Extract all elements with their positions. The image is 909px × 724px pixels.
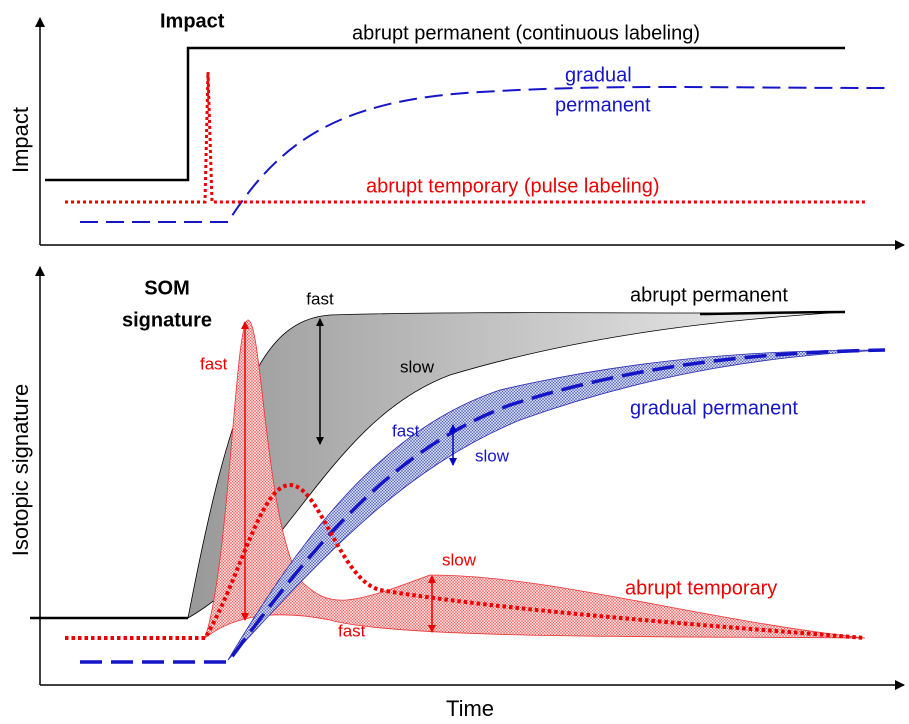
- label: abrupt temporary: [625, 577, 777, 599]
- label: abrupt temporary (pulse labeling): [366, 175, 660, 197]
- label: fast: [338, 621, 366, 640]
- gradual-permanent-curve-bottom: [80, 348, 886, 664]
- y-axis-label: Isotopic signature: [8, 384, 33, 556]
- top-axes: [35, 17, 905, 250]
- label: slow: [400, 357, 435, 376]
- panel-title: Impact: [160, 10, 225, 32]
- label: fast: [200, 354, 228, 373]
- abrupt-permanent-end: [699, 310, 846, 316]
- label: abrupt permanent: [630, 284, 788, 306]
- label: fast: [306, 289, 334, 308]
- panel-title: signature: [122, 309, 212, 331]
- label: slow: [475, 446, 510, 465]
- y-axis-label: Impact: [8, 107, 33, 173]
- label: gradual: [565, 64, 632, 86]
- abrupt-temporary-curve: [65, 71, 865, 204]
- bottom-axes: [35, 266, 905, 690]
- label: permanent: [555, 94, 651, 116]
- gradual-permanent-curve: [80, 86, 886, 223]
- abrupt-temporary-curve-bottom: [65, 482, 866, 640]
- panel-title: SOM: [144, 277, 190, 299]
- label: abrupt permanent (continuous labeling): [352, 22, 700, 44]
- label: fast: [392, 421, 420, 440]
- label: gradual permanent: [630, 397, 798, 419]
- abrupt-permanent-curve: [45, 46, 845, 182]
- x-axis-label: Time: [446, 696, 494, 721]
- label: slow: [442, 550, 477, 569]
